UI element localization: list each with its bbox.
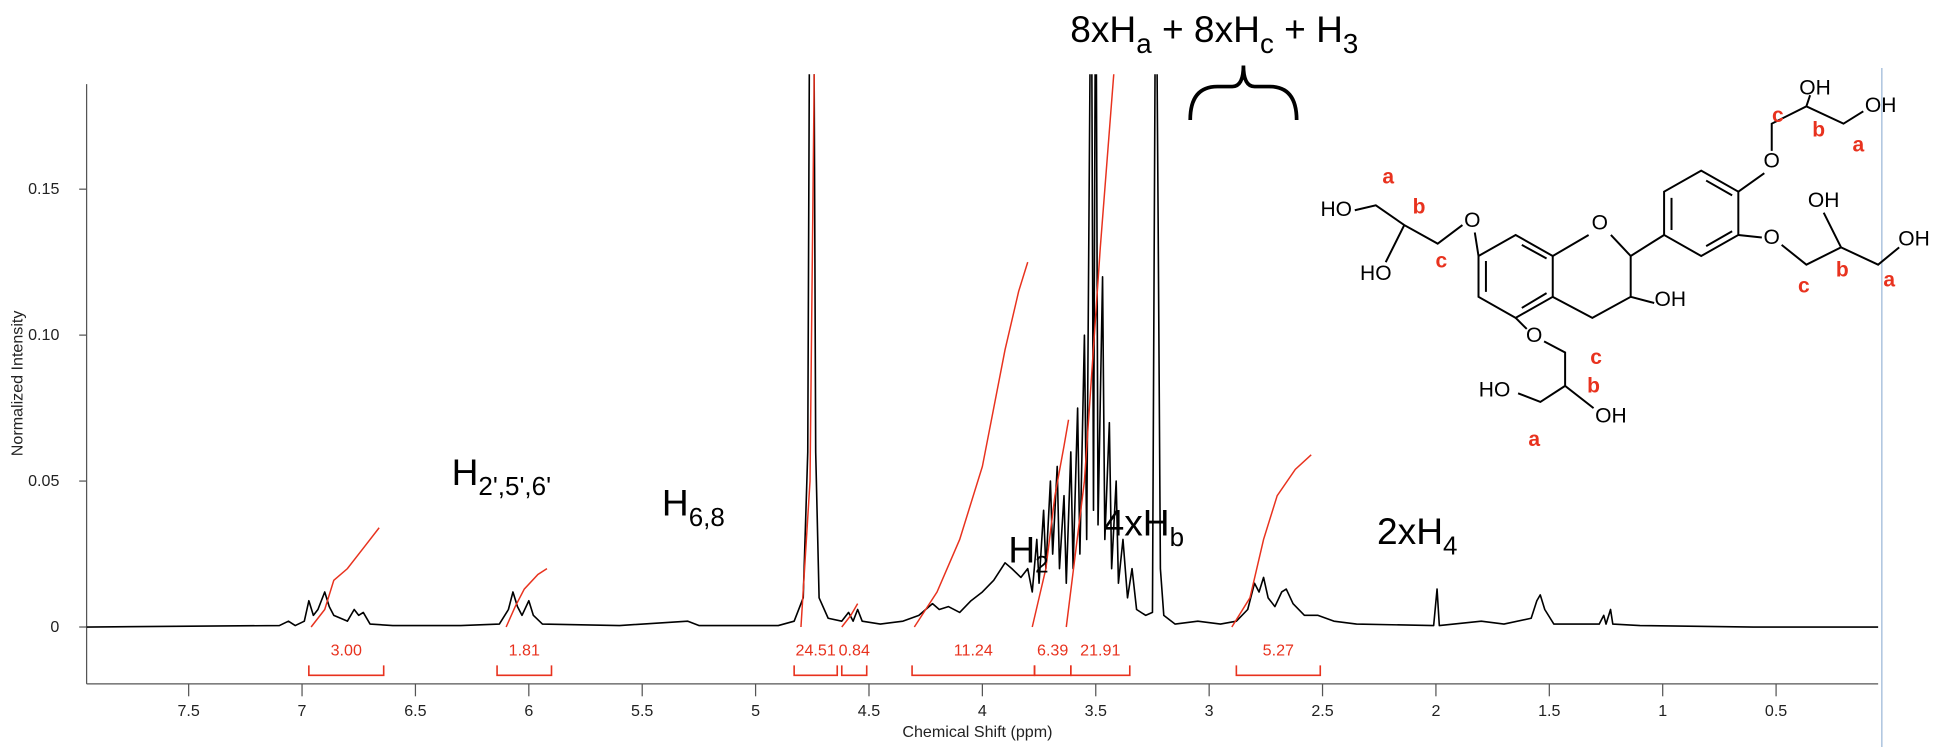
- x-tick-label: 2: [1431, 702, 1440, 720]
- x-tick-label: 6.5: [404, 702, 426, 720]
- y-tick-label: 0.05: [28, 472, 59, 490]
- x-tick-label: 0.5: [1765, 702, 1787, 720]
- y-axis-title: Normalized Intensity: [8, 311, 26, 457]
- annotation-subscript: 2',5',6': [478, 471, 551, 501]
- integral-curve: [913, 261, 1029, 628]
- annotation-subscript: 6,8: [689, 502, 725, 532]
- integral-bracket: [1033, 665, 1072, 677]
- integral-label: 1.81: [509, 641, 540, 659]
- annotation-text: + H: [1274, 8, 1343, 50]
- integral-label: 24.51: [796, 641, 836, 659]
- integral-label: 3.00: [331, 641, 362, 659]
- x-tick-label: 1: [1658, 702, 1667, 720]
- annotation: H6,8: [662, 482, 725, 532]
- structure-label: c: [1590, 346, 1602, 369]
- annotation-subscript: 4: [1443, 531, 1457, 561]
- annotation-subscript: b: [1170, 522, 1184, 552]
- x-tick-label: 4.5: [858, 702, 880, 720]
- structure-label: O: [1764, 150, 1780, 173]
- y-tick-label: 0.15: [28, 180, 59, 198]
- structure-label: OH: [1655, 288, 1687, 311]
- integral-bracket: [793, 665, 839, 677]
- integral-bracket: [840, 665, 868, 677]
- structure-label: OH: [1799, 77, 1831, 100]
- structure-bonds: [1354, 94, 1900, 409]
- annotation: 4xHb: [1104, 502, 1184, 552]
- structure-label: O: [1464, 209, 1480, 232]
- structure-label: c: [1436, 250, 1448, 273]
- annotation-text: 8xH: [1070, 8, 1136, 50]
- x-tick-label: 6: [524, 702, 533, 720]
- y-tick-label: 0: [50, 618, 59, 636]
- y-tick-label: 0.10: [28, 326, 59, 344]
- integral-bracket: [1235, 665, 1322, 677]
- structure-label: a: [1883, 268, 1895, 291]
- annotation-subscript: a: [1136, 28, 1152, 59]
- annotation: H2',5',6': [452, 451, 551, 501]
- spectrum-line: [86, 74, 1879, 628]
- annotation-text: H: [452, 451, 479, 493]
- integral-bracket: [1070, 665, 1131, 677]
- integral-curve: [841, 603, 859, 628]
- integral-curve: [1031, 419, 1070, 628]
- x-tick-label: 3: [1205, 702, 1214, 720]
- x-tick-label: 7.5: [177, 702, 199, 720]
- integral-curve: [505, 568, 548, 628]
- x-tick-label: 2.5: [1311, 702, 1333, 720]
- structure-label: O: [1592, 211, 1608, 234]
- x-tick-label: 3.5: [1085, 702, 1107, 720]
- integral-label: 0.84: [839, 641, 870, 659]
- annotation: 2xH4: [1377, 510, 1457, 560]
- structure-label: OH: [1808, 189, 1840, 212]
- integral-curve: [800, 74, 815, 628]
- structure-label: a: [1852, 133, 1864, 156]
- x-tick-label: 1.5: [1538, 702, 1560, 720]
- annotation-text: + 8xH: [1152, 8, 1260, 50]
- structure-label: OH: [1595, 404, 1627, 427]
- structure-label: HO: [1320, 198, 1352, 221]
- annotation-text: 4xH: [1104, 502, 1170, 544]
- annotation-subscript: c: [1260, 28, 1274, 59]
- integral-curve: [1231, 454, 1312, 628]
- annotation-text: H: [1008, 529, 1035, 571]
- annotation: 8xHa + 8xHc + H3: [1070, 8, 1358, 59]
- x-tick-label: 4: [978, 702, 987, 720]
- structure-label: c: [1772, 104, 1784, 127]
- annotation-subscript: 3: [1343, 28, 1358, 59]
- integral-label: 11.24: [954, 641, 993, 659]
- x-tick-label: 5: [751, 702, 760, 720]
- annotation-text: 2xH: [1377, 510, 1443, 552]
- structure-label: OH: [1865, 94, 1897, 117]
- annotation-text: H: [662, 482, 689, 524]
- structure-label: b: [1836, 258, 1849, 281]
- structure-label: O: [1526, 324, 1542, 347]
- structure-label: a: [1528, 428, 1540, 451]
- x-axis-title: Chemical Shift (ppm): [902, 723, 1052, 741]
- x-tick-label: 7: [298, 702, 307, 720]
- structure-label: HO: [1479, 378, 1511, 401]
- brace: [1188, 65, 1299, 120]
- integral-bracket: [911, 665, 1036, 677]
- plot-area: [86, 74, 1879, 628]
- structure-label: b: [1413, 195, 1426, 218]
- structure-label: O: [1764, 226, 1780, 249]
- integral-curve: [1065, 74, 1115, 628]
- integral-label: 5.27: [1263, 641, 1294, 659]
- integral-label: 6.39: [1037, 641, 1068, 659]
- annotation: H2: [1008, 529, 1048, 579]
- integral-bracket: [308, 665, 385, 677]
- structure-label: HO: [1360, 262, 1392, 285]
- x-tick-label: 5.5: [631, 702, 653, 720]
- structure-label: b: [1812, 119, 1825, 142]
- integral-curve: [310, 527, 380, 628]
- structure-label: OH: [1898, 227, 1930, 250]
- integral-bracket: [496, 665, 553, 677]
- structure-label: c: [1798, 274, 1810, 297]
- annotation-subscript: 2: [1035, 551, 1048, 578]
- structure-label: a: [1382, 166, 1394, 189]
- integral-label: 21.91: [1080, 641, 1120, 659]
- structure-label: b: [1587, 375, 1600, 398]
